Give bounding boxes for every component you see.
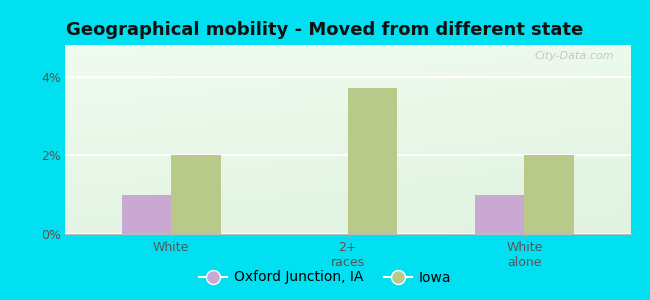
Text: Geographical mobility - Moved from different state: Geographical mobility - Moved from diffe…	[66, 21, 584, 39]
Bar	[171, 155, 220, 234]
Bar	[122, 195, 171, 234]
Bar	[525, 155, 574, 234]
Text: City-Data.com: City-Data.com	[534, 51, 614, 61]
Legend: Oxford Junction, IA, Iowa: Oxford Junction, IA, Iowa	[193, 265, 457, 290]
Bar	[475, 195, 525, 234]
Bar	[348, 88, 397, 234]
